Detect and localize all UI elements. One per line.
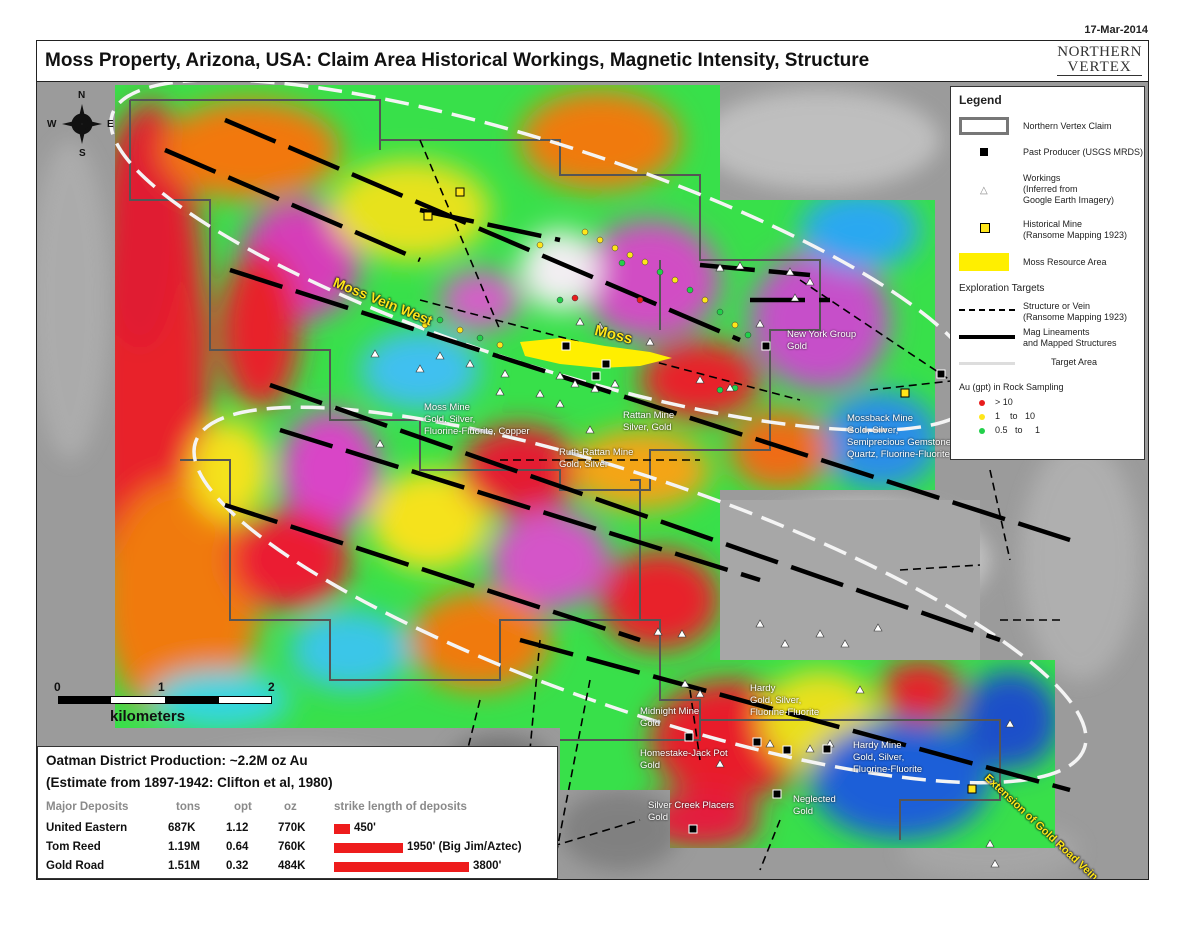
target-area-line-icon: [959, 362, 1015, 365]
northern-vertex-claims: [129, 99, 1001, 840]
historical-mine-icon: [980, 223, 990, 233]
au-red-dot-icon: [979, 400, 985, 406]
resource-area-swatch: [959, 253, 1009, 271]
strike-bar-tom-reed: [334, 843, 403, 853]
label-hardy-mine: Hardy Mine Gold, Silver, Fluorine-Fluori…: [853, 740, 923, 775]
northern-vertex-logo: NORTHERN VERTEX: [1057, 44, 1142, 76]
compass-e: E: [107, 119, 114, 130]
label-midnight-mine: Midnight Mine Gold: [640, 706, 700, 729]
mag-lineaments: [164, 117, 1071, 793]
label-ruth-rattan-mine: Ruth-Rattan Mine Gold, Silver: [559, 447, 634, 470]
legend-au-title: Au (gpt) in Rock Sampling: [959, 382, 1064, 392]
unsurveyed-area: [720, 500, 980, 660]
col-strike: strike length of deposits: [334, 801, 467, 813]
past-producers: [561, 341, 946, 834]
moss-resource-area: [520, 338, 672, 368]
label-rattan-mine: Rattan Mine Silver, Gold: [623, 410, 675, 433]
legend-panel: Legend Northern Vertex Claim Past Produc…: [950, 86, 1145, 460]
compass-s: S: [79, 148, 86, 159]
col-tons: tons: [176, 801, 201, 813]
au-green-dot-icon: [979, 428, 985, 434]
label-silver-creek-placers: Silver Creek Placers Gold: [648, 800, 735, 823]
mag-lineament-icon: [959, 335, 1015, 339]
claim-symbol-icon: [959, 117, 1009, 135]
map-title: Moss Property, Arizona, USA: Claim Area …: [45, 50, 870, 71]
compass-rose-icon: [62, 104, 102, 144]
label-hardy: Hardy Gold, Silver, Fluorine-Fluorite: [750, 683, 820, 718]
strike-bar-united-eastern: [334, 824, 350, 834]
legend-exploration-title: Exploration Targets: [959, 283, 1045, 294]
workings-triangle-icon: △: [980, 185, 988, 196]
legend-title: Legend: [959, 93, 1002, 107]
label-moss-mine: Moss Mine Gold, Silver, Fluorine-Fluorit…: [424, 402, 530, 437]
col-opt: opt: [234, 801, 252, 813]
workings-triangles: [370, 261, 1015, 868]
label-neglected: Neglected Gold: [793, 794, 836, 817]
production-heading: Oatman District Production: ~2.2M oz Au: [46, 753, 308, 768]
compass-w: W: [47, 119, 57, 130]
production-panel: Oatman District Production: ~2.2M oz Au …: [37, 746, 558, 879]
label-mossback-mine: Mossback Mine Gold, Silver, Semiprecious…: [847, 413, 954, 460]
structure-line-icon: [959, 309, 1015, 311]
past-producer-icon: [980, 148, 988, 156]
au-yellow-dot-icon: [979, 414, 985, 420]
historical-mines: [423, 187, 977, 794]
col-deposits: Major Deposits: [46, 801, 129, 813]
compass-n: N: [78, 90, 86, 101]
label-homestake-jack-pot: Homestake-Jack Pot Gold: [640, 748, 728, 771]
map-date: 17-Mar-2014: [1084, 24, 1148, 36]
label-new-york-group: New York Group Gold: [787, 329, 857, 352]
magnetic-intensity-overlay: [115, 85, 1055, 848]
col-oz: oz: [284, 801, 297, 813]
au-rock-samples: [421, 228, 752, 394]
production-subheading: (Estimate from 1897-1942: Clifton et al,…: [46, 775, 333, 790]
title-bar: Moss Property, Arizona, USA: Claim Area …: [36, 40, 1149, 82]
strike-bar-gold-road: [334, 862, 469, 872]
